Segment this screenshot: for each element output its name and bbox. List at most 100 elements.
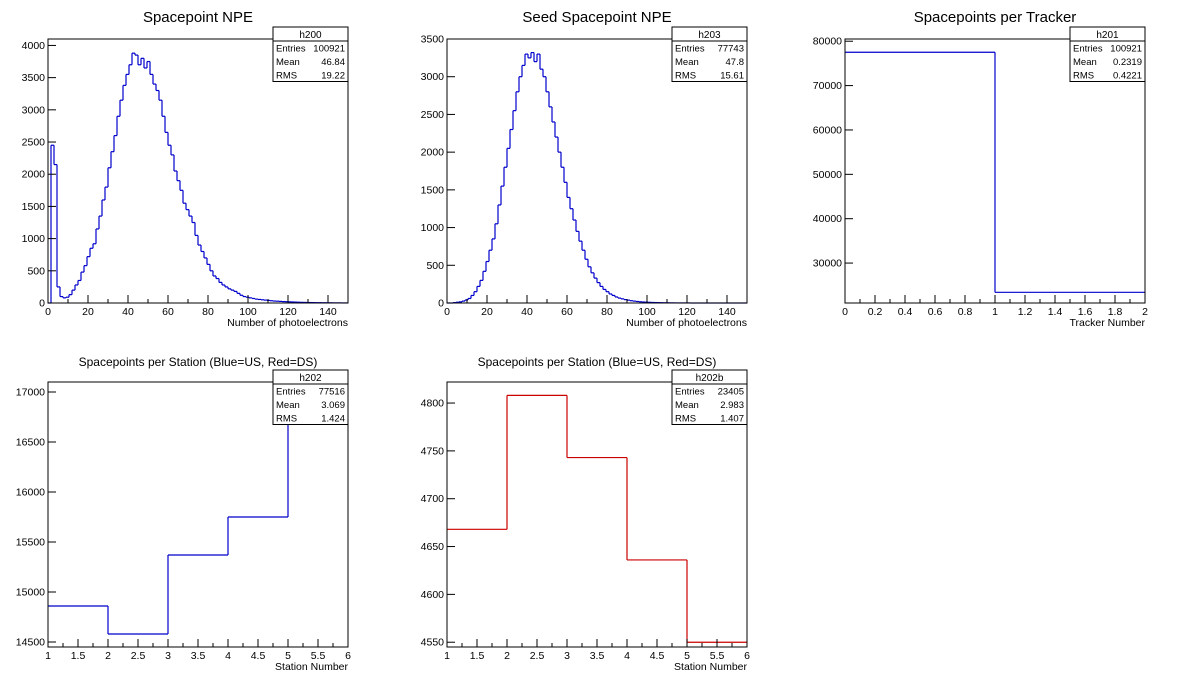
x-tick-label: 4.5 (251, 650, 266, 662)
x-tick-label: 2 (504, 650, 510, 662)
stats-name: h201 (1096, 30, 1119, 41)
x-tick-label: 3.5 (590, 650, 605, 662)
x-tick-label: 80 (202, 306, 214, 318)
y-tick-label: 0 (438, 298, 444, 310)
stats-value: 15.61 (720, 71, 744, 82)
y-tick-label: 1500 (421, 184, 445, 196)
x-axis-label: Station Number (674, 661, 747, 673)
stats-name: h200 (299, 30, 322, 41)
y-tick-label: 17000 (16, 387, 45, 399)
x-tick-label: 3 (165, 650, 171, 662)
y-tick-label: 16000 (16, 487, 45, 499)
y-tick-label: 500 (27, 265, 45, 277)
chart-panel-4: Spacepoints per Station (Blue=US, Red=DS… (16, 355, 351, 673)
x-tick-label: 1.5 (470, 650, 485, 662)
stats-value: 19.22 (321, 71, 345, 82)
stats-label: RMS (675, 71, 696, 82)
y-tick-label: 4000 (22, 40, 46, 52)
stats-name: h203 (698, 30, 721, 41)
stats-value: 100921 (313, 44, 345, 55)
x-tick-label: 5 (684, 650, 690, 662)
y-tick-label: 0 (39, 298, 45, 310)
x-tick-label: 20 (82, 306, 94, 318)
x-tick-label: 0 (842, 306, 848, 318)
x-tick-label: 40 (122, 306, 134, 318)
chart-panel-5: Spacepoints per Station (Blue=US, Red=DS… (421, 355, 750, 673)
stats-value: 3.069 (321, 400, 345, 411)
chart-panel-2: Seed Spacepoint NPE 0 20 40 60 80 100 120 140 0 50… (421, 9, 748, 329)
x-tick-label: 120 (678, 306, 696, 318)
stats-value: 77743 (718, 44, 744, 55)
x-tick-label: 0.4 (898, 306, 913, 318)
x-tick-label: 60 (561, 306, 573, 318)
stats-box (671, 369, 748, 425)
x-tick-label: 0 (45, 306, 51, 318)
y-tick-label: 15500 (16, 537, 45, 549)
x-tick-label: 140 (718, 306, 736, 318)
x-tick-label: 5.5 (710, 650, 725, 662)
y-tick-label: 4650 (421, 541, 445, 553)
stats-value: 1.407 (720, 414, 744, 425)
stats-label: Entries (675, 387, 705, 398)
y-tick-label: 1500 (22, 201, 46, 213)
stats-value: 100921 (1110, 44, 1142, 55)
x-tick-label: 40 (521, 306, 533, 318)
chart-title: Spacepoints per Station (Blue=US, Red=DS… (478, 355, 717, 369)
x-tick-label: 0.6 (928, 306, 943, 318)
x-tick-label: 3.5 (191, 650, 206, 662)
stats-label: Mean (276, 57, 300, 68)
x-tick-label: 4 (624, 650, 630, 662)
stats-label: Entries (276, 387, 306, 398)
x-tick-label: 20 (481, 306, 493, 318)
y-tick-label: 16500 (16, 437, 45, 449)
x-tick-label: 80 (601, 306, 613, 318)
x-tick-label: 5.5 (311, 650, 326, 662)
x-tick-label: 1 (45, 650, 51, 662)
x-tick-label: 1 (444, 650, 450, 662)
y-tick-label: 1000 (22, 233, 46, 245)
x-tick-label: 1.6 (1078, 306, 1093, 318)
stats-box (671, 26, 748, 82)
y-tick-label: 2500 (22, 137, 46, 149)
stats-label: RMS (675, 414, 696, 425)
y-tick-label: 4700 (421, 493, 445, 505)
x-tick-label: 5 (285, 650, 291, 662)
y-tick-label: 3500 (22, 72, 46, 84)
x-tick-label: 1.8 (1108, 306, 1123, 318)
chart-title: Spacepoints per Tracker (914, 9, 1077, 26)
y-tick-label: 15000 (16, 587, 45, 599)
x-tick-label: 0.8 (958, 306, 973, 318)
stats-value: 0.4221 (1113, 71, 1142, 82)
chart-panel-3: Spacepoints per Tracker 0 0.2 0.4 0.6 0.8 1 1.2… (813, 9, 1148, 329)
y-tick-label: 4750 (421, 445, 445, 457)
x-tick-label: 6 (345, 650, 351, 662)
y-tick-label: 2000 (421, 147, 445, 159)
y-tick-label: 3500 (421, 34, 445, 46)
y-tick-label: 2000 (22, 169, 46, 181)
x-tick-label: 140 (319, 306, 337, 318)
y-tick-label: 2500 (421, 109, 445, 121)
stats-label: RMS (1073, 71, 1094, 82)
y-tick-label: 14500 (16, 637, 45, 649)
x-tick-label: 6 (744, 650, 750, 662)
y-tick-label: 60000 (813, 124, 842, 136)
y-tick-label: 40000 (813, 213, 842, 225)
stats-value: 77516 (319, 387, 345, 398)
x-tick-label: 120 (279, 306, 297, 318)
x-tick-label: 2.5 (131, 650, 146, 662)
stats-name: h202b (696, 373, 724, 384)
stats-value: 23405 (718, 387, 744, 398)
chart-title: Seed Spacepoint NPE (522, 9, 671, 26)
x-axis-label: Number of photoelectrons (227, 317, 348, 329)
x-axis-label: Station Number (275, 661, 348, 673)
x-tick-label: 100 (638, 306, 656, 318)
plot-frame (47, 38, 349, 304)
y-tick-label: 500 (426, 260, 444, 272)
y-tick-label: 3000 (22, 104, 46, 116)
stats-label: Mean (276, 400, 300, 411)
y-tick-label: 80000 (813, 36, 842, 48)
y-tick-label: 4600 (421, 589, 445, 601)
stats-label: Mean (1073, 57, 1097, 68)
x-tick-label: 1 (992, 306, 998, 318)
